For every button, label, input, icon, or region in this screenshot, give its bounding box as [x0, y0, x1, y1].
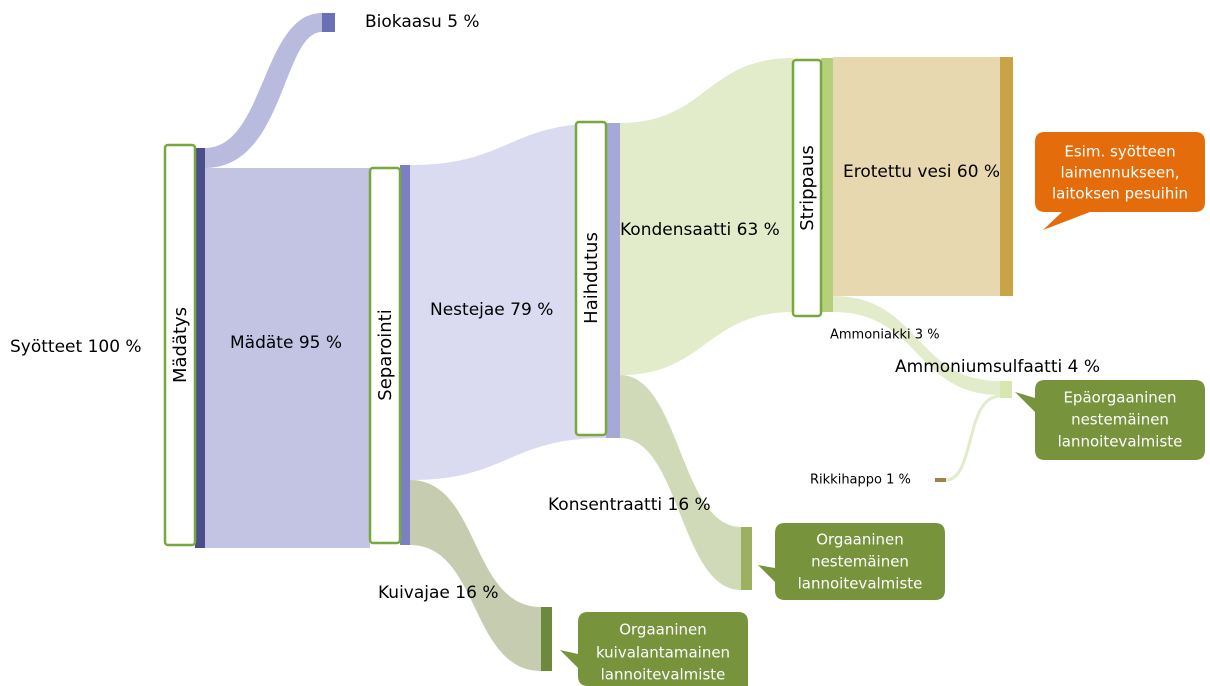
bar: [821, 58, 833, 312]
node-label: Mädätys: [170, 307, 191, 383]
node-label: Strippaus: [797, 145, 818, 231]
callout-text: Epäorgaaninen: [1063, 389, 1176, 407]
callout-text: kuivalantamainen: [596, 644, 730, 662]
callout: [1035, 132, 1205, 230]
flow-nestejae: [410, 123, 606, 480]
callout: [560, 612, 748, 686]
callout-text: lannoitevalmiste: [1058, 433, 1183, 451]
node-box: [791, 58, 823, 318]
flow-label: Kondensaatti 63 %: [620, 220, 780, 240]
flow-konsentraatti: [620, 375, 741, 590]
flow-label: Nestejae 79 %: [430, 300, 553, 320]
node-box: [163, 143, 197, 547]
bar: [322, 13, 335, 32]
callout-text: Orgaaninen: [619, 621, 707, 639]
callout-text: lannoitevalmiste: [798, 575, 923, 593]
flow-madate: [205, 168, 370, 548]
callout-text: laimennukseen,: [1060, 164, 1179, 182]
node-box: [368, 166, 402, 545]
flow-ammoniakki: [833, 296, 1000, 395]
node-box: [574, 120, 608, 437]
flow-label: Mädäte 95 %: [230, 333, 342, 353]
callout-text: nestemäinen: [1071, 411, 1169, 429]
bar: [1000, 381, 1012, 398]
callout-text: nestemäinen: [811, 553, 909, 571]
flow-label: Biokaasu 5 %: [365, 12, 480, 32]
callout: [758, 523, 945, 600]
callout-text: Esim. syötteen: [1064, 143, 1175, 161]
bar: [195, 148, 205, 548]
flow-label: Rikkihappo 1 %: [810, 473, 911, 488]
flow-label: Syötteet 100 %: [10, 337, 142, 357]
flow-biokaasu: [205, 13, 322, 168]
flow-label: Konsentraatti 16 %: [548, 495, 711, 515]
callout-text: lannoitevalmiste: [601, 666, 726, 684]
flow-label: Erotettu vesi 60 %: [843, 162, 1000, 182]
flow-kondensaatti: [620, 58, 793, 375]
callout: [1015, 380, 1205, 460]
bar: [606, 123, 620, 438]
flow-kuivajae: [410, 480, 541, 671]
flow-label: Ammoniakki 3 %: [830, 328, 940, 343]
bar: [935, 478, 946, 482]
bar: [1000, 57, 1013, 296]
callout-text: Orgaaninen: [816, 531, 904, 549]
flow-erotettu-vesi: [833, 57, 1000, 296]
flow-label: Kuivajae 16 %: [378, 583, 498, 603]
bar: [400, 165, 410, 545]
node-label: Separointi: [375, 309, 396, 400]
flow-label: Ammoniumsulfaatti 4 %: [895, 357, 1100, 377]
node-label: Haihdutus: [581, 232, 602, 324]
bar: [541, 607, 552, 671]
bar: [741, 527, 752, 590]
flow-rikkihappo: [945, 394, 1001, 482]
callout-text: laitoksen pesuihin: [1052, 185, 1188, 203]
